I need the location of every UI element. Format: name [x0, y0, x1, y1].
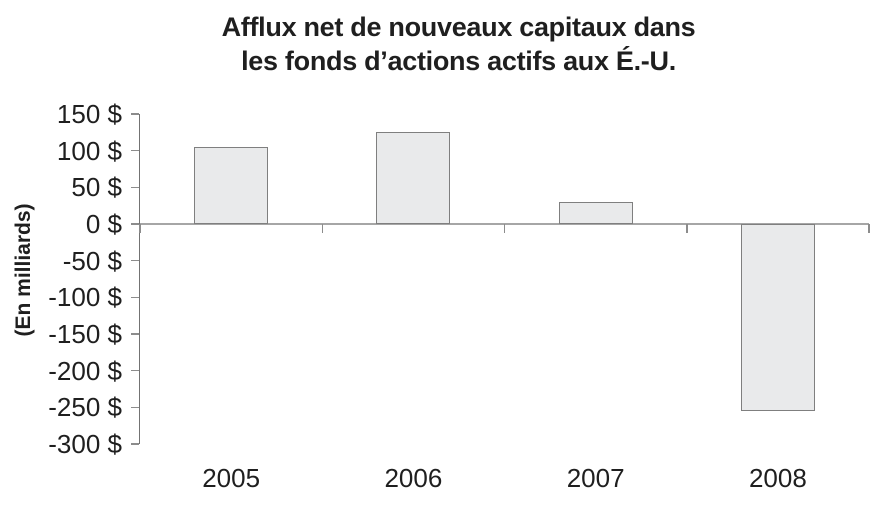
x-tick-mark — [503, 224, 506, 233]
x-tick-label-2007: 2007 — [566, 463, 625, 493]
y-tick-mark — [130, 369, 139, 372]
x-tick-label-2008: 2008 — [748, 463, 807, 493]
bar-2006 — [376, 132, 451, 224]
y-tick-mark — [130, 406, 139, 409]
x-tick-label-2006: 2006 — [384, 463, 443, 493]
chart-title: Afflux net de nouveaux capitaux dans les… — [0, 10, 891, 78]
y-tick-label: 150 $ — [56, 99, 122, 129]
y-tick-label: -50 $ — [62, 245, 122, 276]
x-tick-mark — [139, 224, 141, 233]
y-tick-mark — [130, 333, 139, 335]
y-tick-label: -100 $ — [48, 282, 122, 313]
y-tick-label: -150 $ — [48, 319, 122, 349]
y-tick-mark — [130, 259, 139, 262]
bar-2007 — [558, 202, 633, 224]
y-axis-line — [138, 114, 140, 444]
y-tick-mark — [130, 186, 139, 189]
y-tick-mark — [130, 223, 139, 225]
bar-2008 — [740, 224, 815, 411]
y-tick-label: -250 $ — [48, 392, 122, 423]
x-tick-mark — [321, 224, 323, 233]
x-tick-mark — [686, 224, 688, 233]
x-tick-mark — [868, 224, 870, 233]
y-tick-label: 0 $ — [85, 209, 122, 239]
y-tick-label: 50 $ — [71, 172, 122, 203]
chart-title-line-1: Afflux net de nouveaux capitaux dans — [221, 12, 696, 42]
y-tick-mark — [130, 443, 139, 445]
y-tick-mark — [130, 296, 139, 299]
y-tick-mark — [130, 149, 139, 152]
y-tick-mark — [130, 113, 139, 115]
bar-2005 — [194, 147, 269, 224]
chart-title-line-2: les fonds d’actions actifs aux É.-U. — [241, 46, 676, 76]
y-tick-label: -300 $ — [48, 429, 122, 459]
x-tick-label-2005: 2005 — [202, 463, 261, 493]
y-tick-label: 100 $ — [56, 135, 122, 166]
y-tick-label: -200 $ — [48, 355, 122, 386]
